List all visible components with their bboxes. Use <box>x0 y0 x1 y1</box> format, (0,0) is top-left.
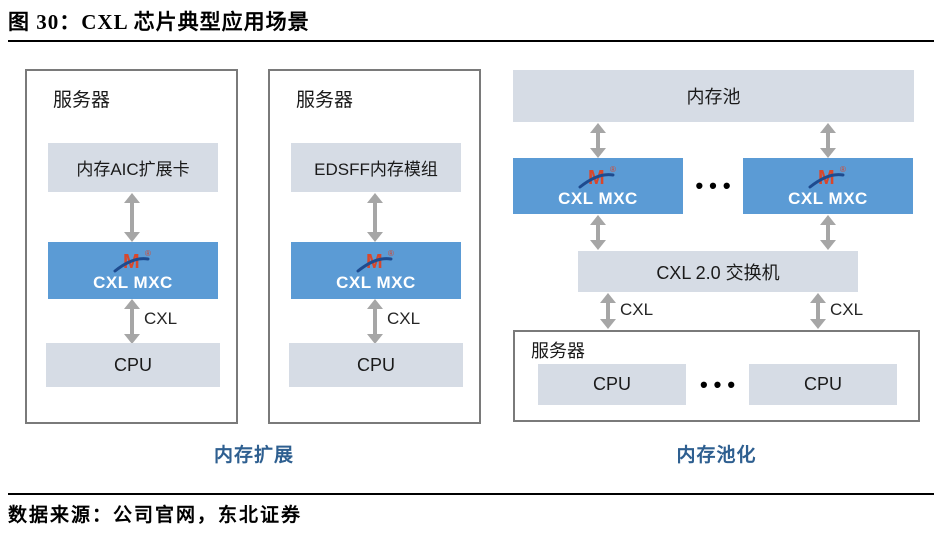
chip-label: CXL MXC <box>788 188 868 208</box>
arrow-stem <box>826 131 830 150</box>
cpu-box-right: CPU <box>749 364 897 405</box>
registered-mark: ® <box>145 249 151 258</box>
double-arrow-icon <box>820 215 836 250</box>
cxl-mxc-chip-box: M ® CXL MXC <box>48 242 218 299</box>
arrow-stem <box>596 223 600 242</box>
arrow-stem <box>606 301 610 321</box>
chip-label: CXL MXC <box>93 273 173 293</box>
caption-memory-expansion: 内存扩展 <box>213 444 294 466</box>
arrow-stem <box>816 301 820 321</box>
server-panel-left: 服务器 内存AIC扩展卡 M ® CXL MXC CXL CPU <box>25 69 238 424</box>
memory-pool-box: 内存池 <box>513 70 914 122</box>
double-arrow-icon <box>600 293 616 329</box>
server-panel-right: 服务器 CPU ••• CPU <box>513 330 920 422</box>
arrow-stem <box>826 223 830 242</box>
logo-swoosh <box>356 257 393 273</box>
cxl-link-label: CXL <box>620 300 654 319</box>
arrow-stem <box>373 201 377 234</box>
arrow-stem <box>596 131 600 150</box>
arrow-stem <box>373 307 377 336</box>
cxl-link-label: CXL <box>144 309 178 328</box>
double-arrow-icon <box>810 293 826 329</box>
registered-mark: ® <box>840 165 846 174</box>
arrow-stem <box>130 201 134 234</box>
cxl-mxc-chip-box-right: M ® CXL MXC <box>743 158 913 214</box>
logo-swoosh <box>578 172 615 189</box>
cxl-mxc-chip-box-left: M ® CXL MXC <box>513 158 683 214</box>
double-arrow-icon <box>124 193 140 242</box>
server-label: 服务器 <box>531 341 585 361</box>
montage-logo-icon: M ® <box>356 249 394 273</box>
double-arrow-icon <box>367 299 383 344</box>
memory-aic-card-box: 内存AIC扩展卡 <box>48 143 218 192</box>
source-text: 数据来源：公司官网，东北证券 <box>8 505 303 526</box>
logo-swoosh <box>113 257 150 273</box>
cxl-link-label: CXL <box>830 300 864 319</box>
figure-title: 图 30：CXL 芯片典型应用场景 <box>8 10 310 34</box>
montage-logo-icon: M ® <box>578 165 616 189</box>
double-arrow-icon <box>820 123 836 158</box>
edsff-module-box: EDSFF内存模组 <box>291 143 461 192</box>
registered-mark: ® <box>388 249 394 258</box>
double-arrow-icon <box>590 215 606 250</box>
montage-logo-icon: M ® <box>808 165 846 189</box>
cpu-box: CPU <box>289 343 463 387</box>
cxl-mxc-chip-box: M ® CXL MXC <box>291 242 461 299</box>
title-rule <box>8 40 934 42</box>
double-arrow-icon <box>124 299 140 344</box>
chip-label: CXL MXC <box>336 273 416 293</box>
ellipsis-cpus: ••• <box>699 371 742 397</box>
registered-mark: ® <box>610 165 616 174</box>
server-panel-middle: 服务器 EDSFF内存模组 M ® CXL MXC CXL CPU <box>268 69 481 424</box>
double-arrow-icon <box>590 123 606 158</box>
server-label: 服务器 <box>53 90 111 111</box>
logo-swoosh <box>808 172 845 189</box>
montage-logo-icon: M ® <box>113 249 151 273</box>
caption-memory-pooling: 内存池化 <box>676 444 757 466</box>
source-rule <box>8 493 934 495</box>
ellipsis-chips: ••• <box>695 173 737 198</box>
double-arrow-icon <box>367 193 383 242</box>
cpu-box: CPU <box>46 343 220 387</box>
cxl-switch-box: CXL 2.0 交换机 <box>578 251 858 292</box>
arrow-stem <box>130 307 134 336</box>
cxl-link-label: CXL <box>387 309 421 328</box>
cpu-box-left: CPU <box>538 364 686 405</box>
chip-label: CXL MXC <box>558 188 638 208</box>
server-label: 服务器 <box>296 90 354 111</box>
